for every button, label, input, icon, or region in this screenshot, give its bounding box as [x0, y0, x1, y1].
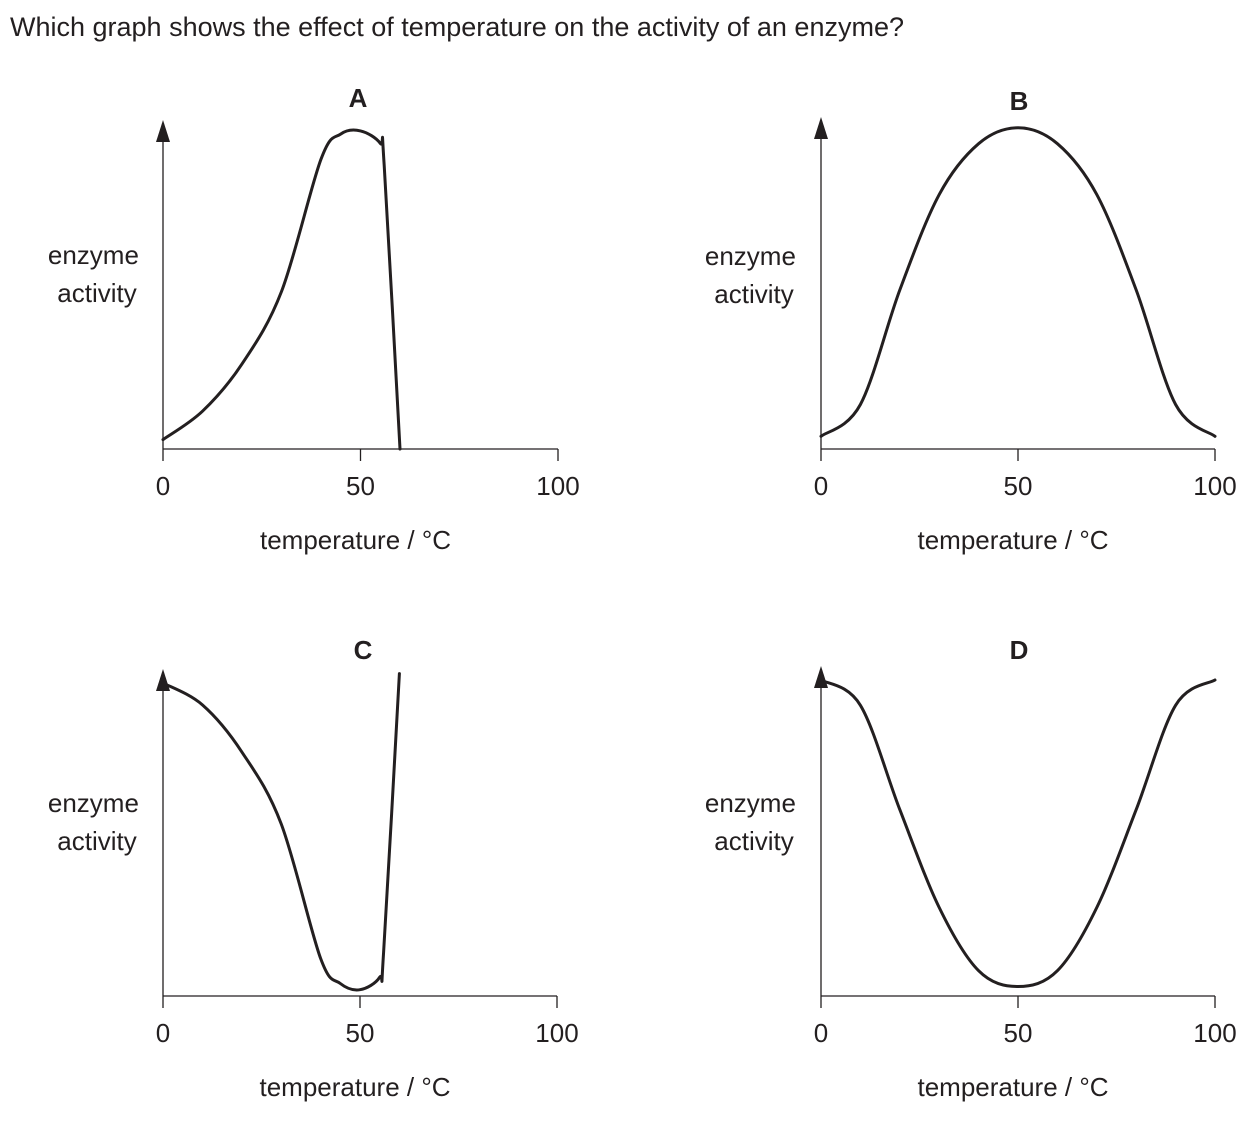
y-axis-arrow: [156, 120, 170, 142]
y-axis-label: enzyme activity: [48, 788, 146, 856]
x-axis-label: temperature / °C: [260, 525, 451, 555]
chart-c: C enzyme activity 0 50 100 temperature / °…: [48, 635, 579, 1102]
x-tick-label: 50: [346, 1018, 375, 1048]
y-axis-label: enzyme activity: [705, 788, 803, 856]
series-line: [161, 128, 402, 451]
y-axis-label-line-2: activity: [57, 278, 136, 308]
x-tick-label: 100: [536, 471, 579, 501]
chart-b: B enzyme activity 0 50 100 temperature / °…: [705, 86, 1237, 555]
x-tick-label: 100: [1193, 471, 1236, 501]
y-axis-label-line-2: activity: [714, 826, 793, 856]
x-axis-label: temperature / °C: [259, 1072, 450, 1102]
x-tick-label: 0: [156, 471, 170, 501]
y-axis-label-line-1: enzyme: [48, 788, 139, 818]
x-axis-label: temperature / °C: [917, 525, 1108, 555]
x-tick-label: 50: [346, 471, 375, 501]
x-tick-label: 50: [1004, 471, 1033, 501]
chart-label: C: [354, 635, 373, 665]
chart-d: D enzyme activity 0 50 100 temperature / °…: [705, 635, 1237, 1102]
y-axis-arrow: [814, 666, 828, 688]
y-axis-label-line-2: activity: [57, 826, 136, 856]
y-axis-arrow: [814, 117, 828, 139]
chart-label: D: [1010, 635, 1029, 665]
series-line: [161, 672, 401, 992]
y-axis-label-line-1: enzyme: [705, 788, 796, 818]
x-tick-label: 100: [535, 1018, 578, 1048]
chart-a: A enzyme activity 0 50 100 temperature / °…: [48, 83, 580, 555]
y-axis-label: enzyme activity: [705, 241, 803, 309]
series-line: [819, 126, 1217, 438]
x-tick-label: 0: [814, 471, 828, 501]
x-tick-label: 50: [1004, 1018, 1033, 1048]
x-tick-label: 100: [1193, 1018, 1236, 1048]
x-axis-label: temperature / °C: [917, 1072, 1108, 1102]
x-tick-label: 0: [814, 1018, 828, 1048]
y-axis-label-line-1: enzyme: [48, 240, 139, 270]
chart-label: B: [1010, 86, 1029, 116]
chart-label: A: [349, 83, 368, 113]
series-line: [819, 678, 1217, 988]
question-text: Which graph shows the effect of temperat…: [10, 12, 904, 42]
y-axis-arrow: [156, 669, 170, 691]
y-axis-label-line-2: activity: [714, 279, 793, 309]
y-axis-label-line-1: enzyme: [705, 241, 796, 271]
y-axis-label: enzyme activity: [48, 240, 146, 308]
x-tick-label: 0: [156, 1018, 170, 1048]
